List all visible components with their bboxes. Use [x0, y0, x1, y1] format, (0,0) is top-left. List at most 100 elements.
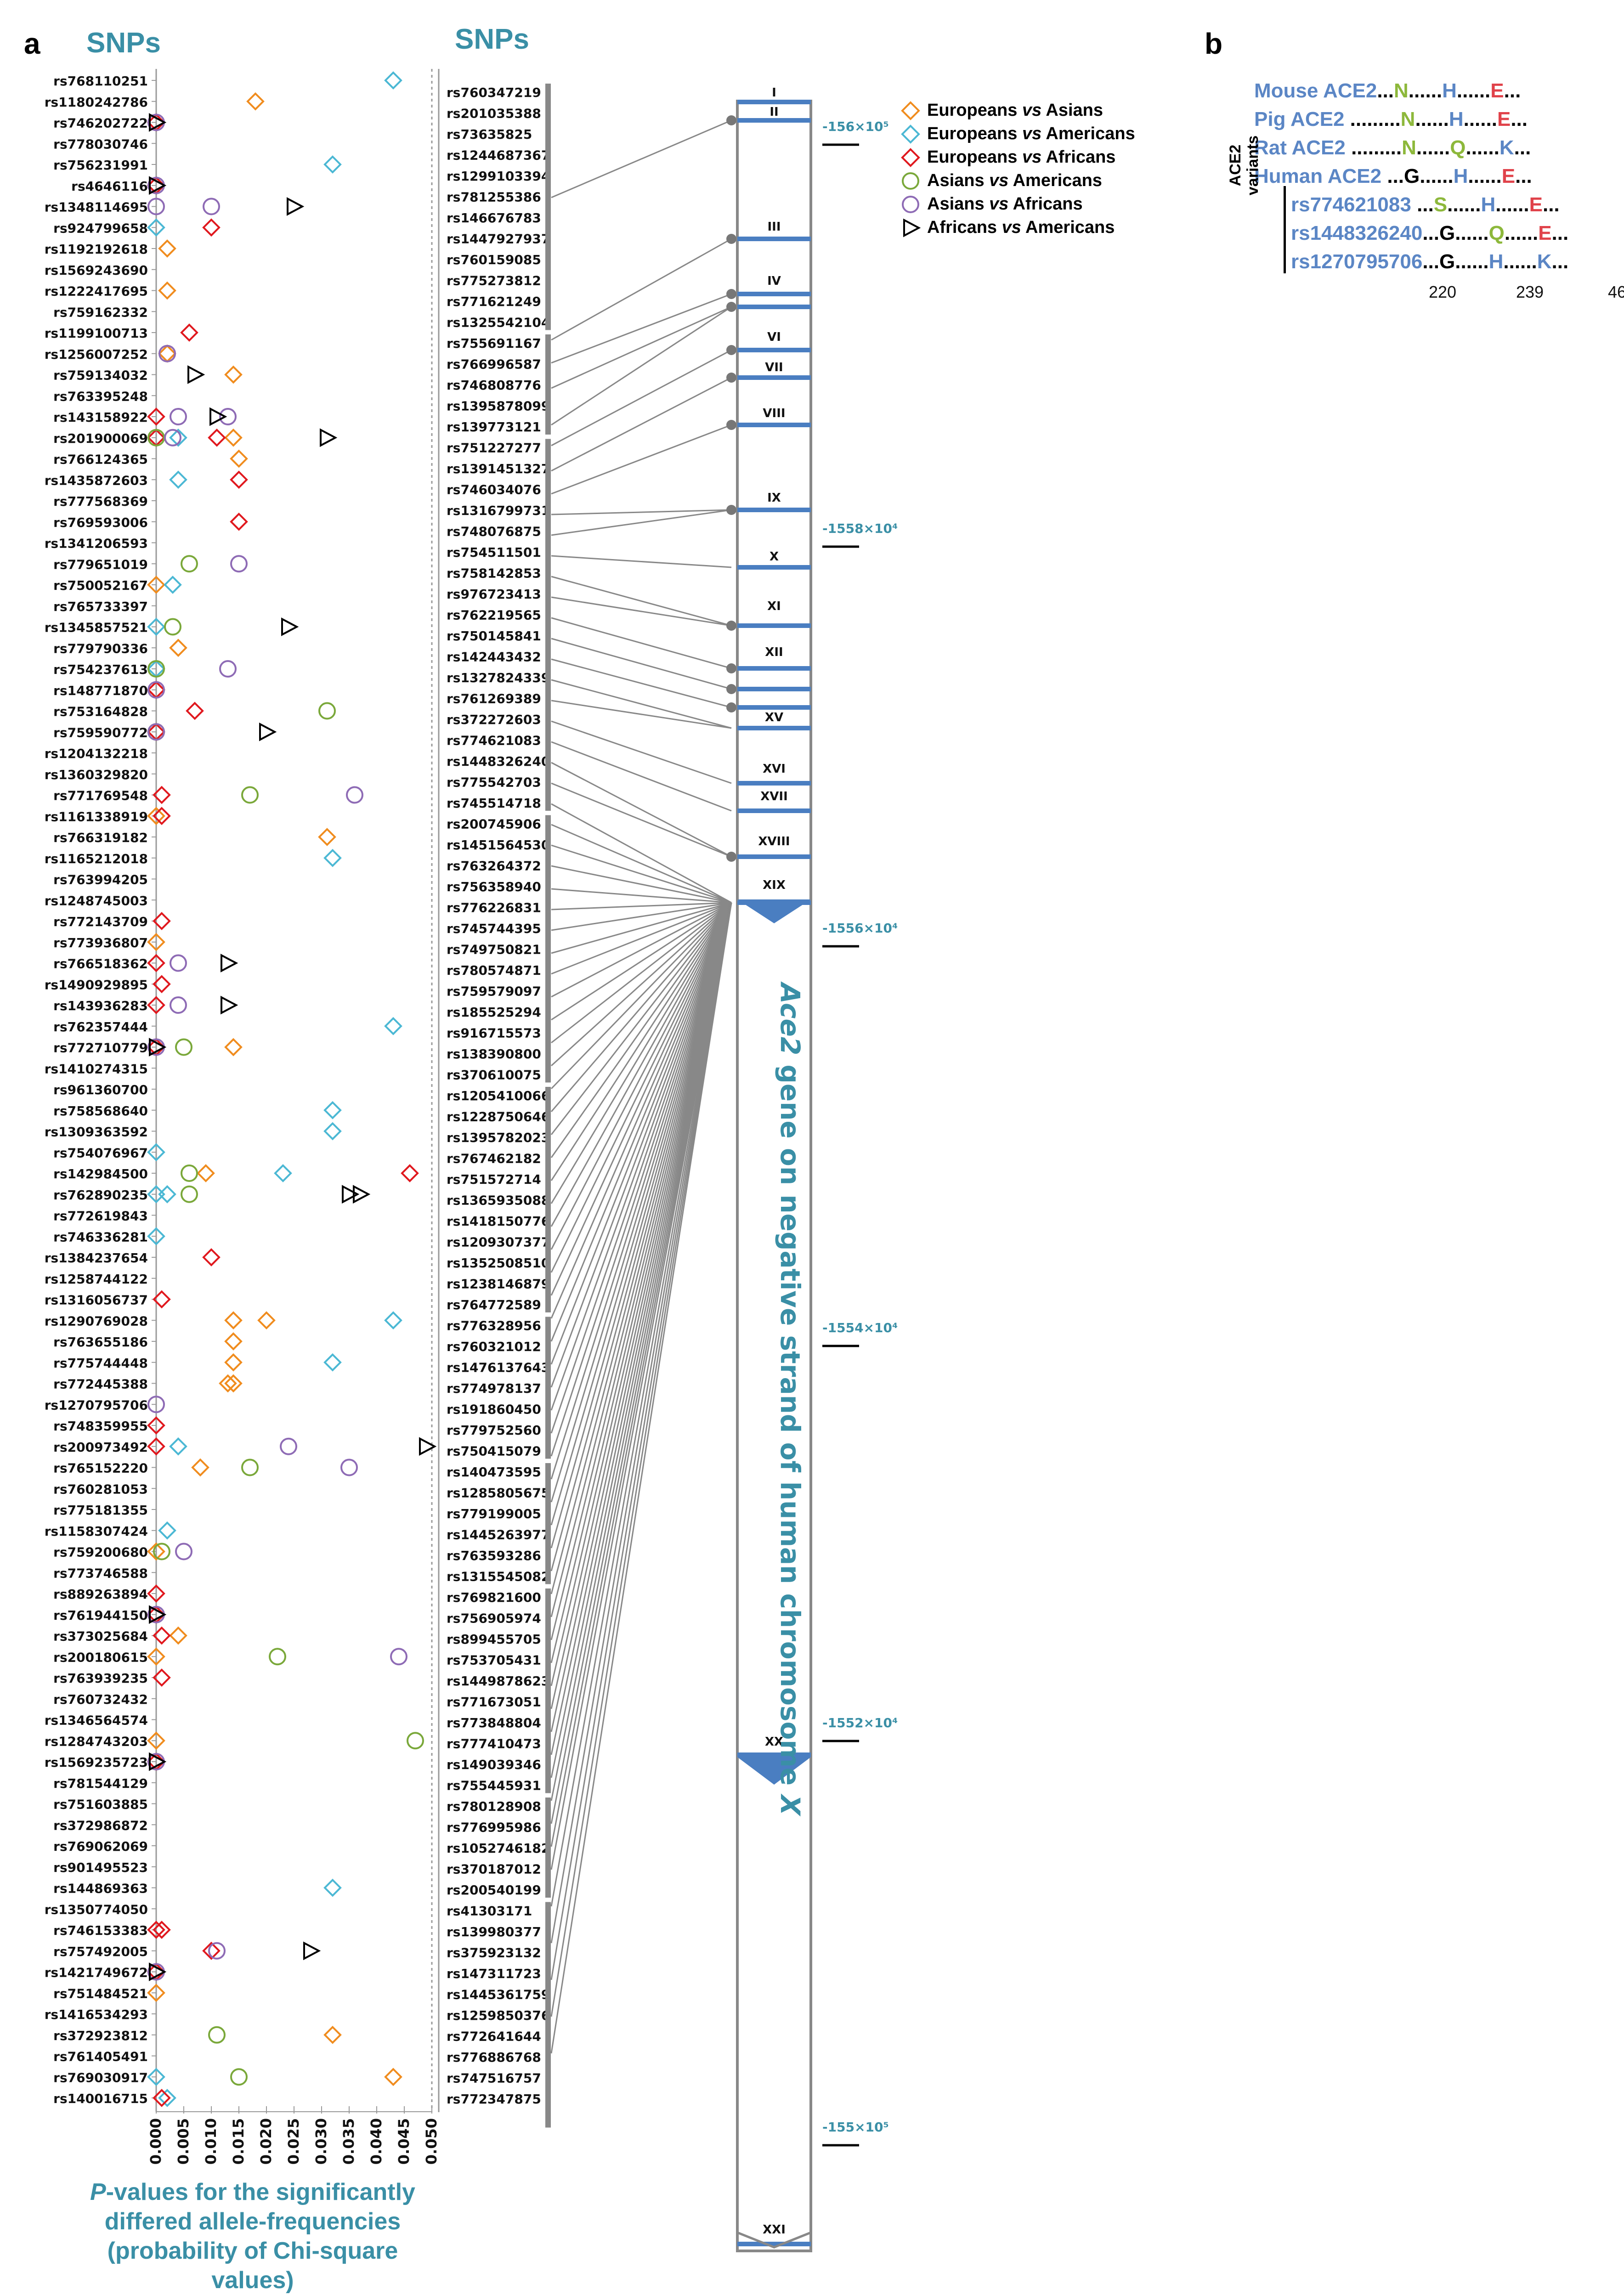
- snp-label-left: rs1270795706: [45, 1397, 148, 1413]
- connector-line: [550, 902, 732, 1480]
- data-point: [342, 1185, 360, 1204]
- snp-label-left: rs1290769028: [45, 1313, 148, 1328]
- variants-label-line: ACE2: [1227, 144, 1244, 187]
- connector-line: [550, 902, 732, 1907]
- connector-line: [550, 902, 732, 1640]
- snp-label-right: rs1445361759: [447, 1987, 550, 2002]
- legend-marker: [902, 195, 919, 213]
- snp-label-right: rs149039346: [447, 1757, 541, 1772]
- residue-467: E: [1490, 79, 1504, 102]
- snp-label-right: rs899455705: [447, 1632, 541, 1647]
- data-point: [197, 1164, 215, 1182]
- snp-label-left: rs766319182: [53, 830, 148, 845]
- data-point: [346, 786, 363, 804]
- data-point: [147, 2068, 165, 2086]
- snp-label-left: rs772710779: [53, 1040, 148, 1056]
- connector-line: [551, 509, 732, 515]
- snp-label-right: rs748076875: [447, 524, 541, 539]
- data-point: [147, 954, 165, 972]
- snp-label-right: rs776995986: [447, 1820, 541, 1835]
- connector-line: [551, 803, 732, 904]
- snp-label-left: rs373025684: [53, 1629, 148, 1644]
- residue-239: Q: [1488, 222, 1505, 244]
- residue-467: K: [1537, 250, 1552, 273]
- snp-label-right: rs776328956: [447, 1318, 541, 1334]
- data-point: [224, 1332, 243, 1351]
- x-tick-label: 0.030: [312, 2118, 330, 2165]
- snp-label-right: rs1395782023: [447, 1130, 550, 1145]
- alignment-gap: ...: [1511, 108, 1528, 130]
- connector-line: [550, 902, 732, 1250]
- legend-item: Europeans vs Asians: [900, 99, 1135, 122]
- data-point: [147, 681, 165, 699]
- data-point: [147, 1416, 165, 1435]
- connector-line: [550, 902, 732, 1503]
- alignment-gap: ......: [1415, 108, 1449, 130]
- snp-label-left: rs769062069: [53, 1839, 148, 1854]
- snp-label-left: rs759162332: [53, 305, 148, 320]
- x-axis-label-p: P: [90, 2179, 106, 2205]
- data-point: [147, 1584, 165, 1603]
- data-point: [318, 828, 336, 846]
- data-point: [224, 1038, 243, 1057]
- snp-label-left: rs772445388: [53, 1377, 148, 1392]
- snp-label-left: rs1341206593: [45, 536, 148, 551]
- alignment-gap: ......: [1468, 165, 1502, 187]
- data-point: [323, 1878, 342, 1897]
- connector-line: [551, 902, 732, 931]
- snp-label-right: rs916715573: [447, 1026, 541, 1041]
- alignment-gap: ......: [1504, 222, 1539, 244]
- connector-line: [550, 902, 732, 1181]
- snp-label-left: rs751484521: [53, 1986, 148, 2001]
- connector-line: [551, 555, 732, 568]
- snp-label-right: rs1325542104: [447, 315, 550, 330]
- connector-line: [551, 424, 732, 495]
- variants-label: ACE2 variants: [1227, 119, 1262, 211]
- chromosome-name: X: [775, 1793, 806, 1817]
- legend-group-1: Africans: [927, 218, 1002, 237]
- data-point: [208, 1942, 226, 1960]
- data-point: [221, 954, 238, 972]
- snp-label-left: rs1348114695: [45, 200, 148, 215]
- connector-line: [550, 902, 732, 2017]
- x-tick-label: 0.035: [340, 2118, 357, 2165]
- snp-label-right: rs1244687367: [447, 148, 550, 163]
- snp-label-left: rs1192192618: [45, 242, 148, 257]
- snp-label-right: rs1327824339: [447, 670, 550, 685]
- data-point: [158, 239, 176, 258]
- alignment-gap: ......: [1420, 165, 1454, 187]
- data-point: [181, 555, 198, 573]
- alignment-gap: ......: [1447, 193, 1481, 216]
- connector-line: [550, 902, 732, 1617]
- data-point: [153, 786, 171, 804]
- connector-line: [551, 902, 732, 975]
- data-point: [323, 1353, 342, 1372]
- snp-label-right: rs1476137643: [447, 1360, 550, 1375]
- data-point: [323, 848, 342, 867]
- x-tick-label: 0.045: [395, 2118, 413, 2165]
- snp-label-right: rs1209307377: [447, 1235, 550, 1250]
- snp-label-right: rs142443432: [447, 650, 541, 665]
- data-point: [202, 1941, 221, 1960]
- snps-header-right: SNPs: [455, 23, 529, 55]
- data-point: [147, 407, 165, 426]
- snp-label-right: rs764772589: [447, 1297, 541, 1312]
- residue-467: K: [1499, 136, 1514, 159]
- snp-label-left: rs372923812: [53, 2028, 148, 2043]
- data-point: [147, 617, 165, 636]
- residue-467: E: [1501, 165, 1516, 187]
- exon-label: XXI: [763, 2223, 786, 2237]
- connector-line: [550, 902, 732, 1732]
- data-point: [147, 1396, 165, 1413]
- residue-position: 239: [1516, 283, 1544, 301]
- snp-label-right: rs370187012: [447, 1862, 541, 1877]
- connector-dot: [726, 702, 736, 712]
- snp-label-left: rs758568640: [53, 1103, 148, 1119]
- snp-label-right: rs1285805675: [447, 1486, 550, 1501]
- data-point: [147, 198, 165, 215]
- alignment-row: Human ACE2 ...G......H......E...: [1254, 164, 1532, 189]
- data-point: [419, 1437, 437, 1456]
- data-point: [158, 1521, 176, 1540]
- legend: Europeans vs Asians Europeans vs American…: [900, 99, 1135, 239]
- data-point: [186, 701, 204, 720]
